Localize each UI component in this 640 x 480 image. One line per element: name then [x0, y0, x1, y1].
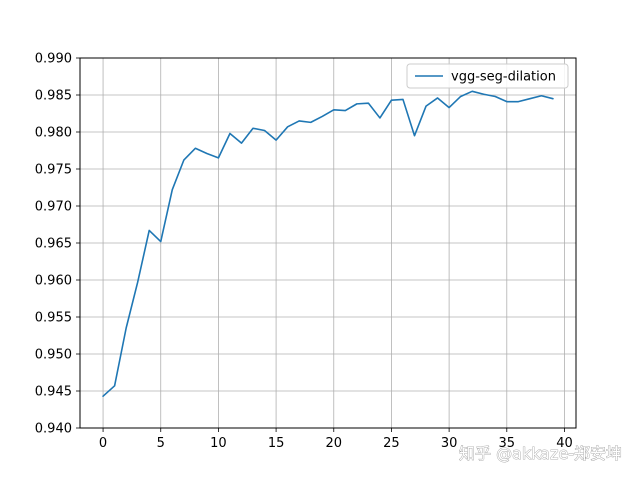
data-point	[298, 120, 300, 122]
y-tick-label: 0.950	[35, 348, 72, 363]
watermark: 知乎 @akkaze-郑安坤	[459, 444, 622, 463]
data-point	[460, 96, 462, 98]
data-point	[379, 117, 381, 119]
data-point	[114, 385, 116, 387]
y-tick-label: 0.990	[35, 52, 72, 67]
data-point	[402, 99, 404, 101]
data-point	[448, 107, 450, 109]
legend-label: vgg-seg-dilation	[451, 70, 556, 85]
data-point	[137, 281, 139, 283]
data-point	[356, 103, 358, 105]
y-tick-label: 0.980	[35, 126, 72, 141]
data-point	[541, 95, 543, 97]
y-tick-label: 0.970	[35, 200, 72, 215]
y-tick-label: 0.985	[35, 89, 72, 104]
data-point	[321, 116, 323, 118]
data-point	[333, 109, 335, 111]
data-point	[183, 159, 185, 161]
x-tick-label: 20	[325, 436, 342, 451]
data-point	[287, 126, 289, 128]
x-tick-label: 5	[157, 436, 165, 451]
data-point	[345, 110, 347, 112]
x-tick-label: 25	[383, 436, 400, 451]
data-point	[218, 157, 220, 159]
legend-box	[406, 63, 569, 89]
data-point	[160, 241, 162, 243]
data-point	[241, 142, 243, 144]
legend: vgg-seg-dilation	[406, 63, 569, 89]
data-point	[310, 122, 312, 124]
data-point	[229, 133, 231, 135]
data-point	[483, 93, 485, 95]
data-point	[552, 98, 554, 100]
data-point	[471, 91, 473, 93]
data-point	[414, 135, 416, 137]
data-point	[148, 230, 150, 232]
x-tick-label: 0	[99, 436, 107, 451]
data-point	[494, 96, 496, 98]
data-point	[252, 128, 254, 130]
y-tick-label: 0.965	[35, 237, 72, 252]
y-tick-label: 0.975	[35, 163, 72, 178]
series-line-0	[102, 90, 554, 397]
data-point	[125, 327, 127, 329]
data-point	[102, 395, 104, 397]
x-tick-label: 30	[441, 436, 458, 451]
data-point	[275, 139, 277, 141]
data-point	[506, 101, 508, 103]
x-tick-label: 40	[556, 436, 573, 451]
x-tick-label: 35	[499, 436, 516, 451]
y-tick-label: 0.940	[35, 422, 72, 437]
data-point	[264, 130, 266, 132]
data-point	[425, 105, 427, 107]
x-tick-label: 15	[268, 436, 285, 451]
data-point	[437, 97, 439, 99]
x-tick-label: 10	[210, 436, 227, 451]
data-point	[171, 189, 173, 191]
y-tick-label: 0.955	[35, 311, 72, 326]
data-point	[529, 98, 531, 100]
data-point	[518, 101, 520, 103]
data-point	[368, 102, 370, 104]
y-tick-label: 0.960	[35, 274, 72, 289]
data-point	[391, 99, 393, 101]
y-tick-label: 0.945	[35, 385, 72, 400]
axis-ticks: 0 5 10 15 20 25 30 35 40 0.940 0.945 0.950 0.955 0.96…	[35, 52, 573, 452]
series-layer	[102, 90, 554, 397]
data-point	[206, 153, 208, 155]
data-point	[195, 147, 197, 149]
